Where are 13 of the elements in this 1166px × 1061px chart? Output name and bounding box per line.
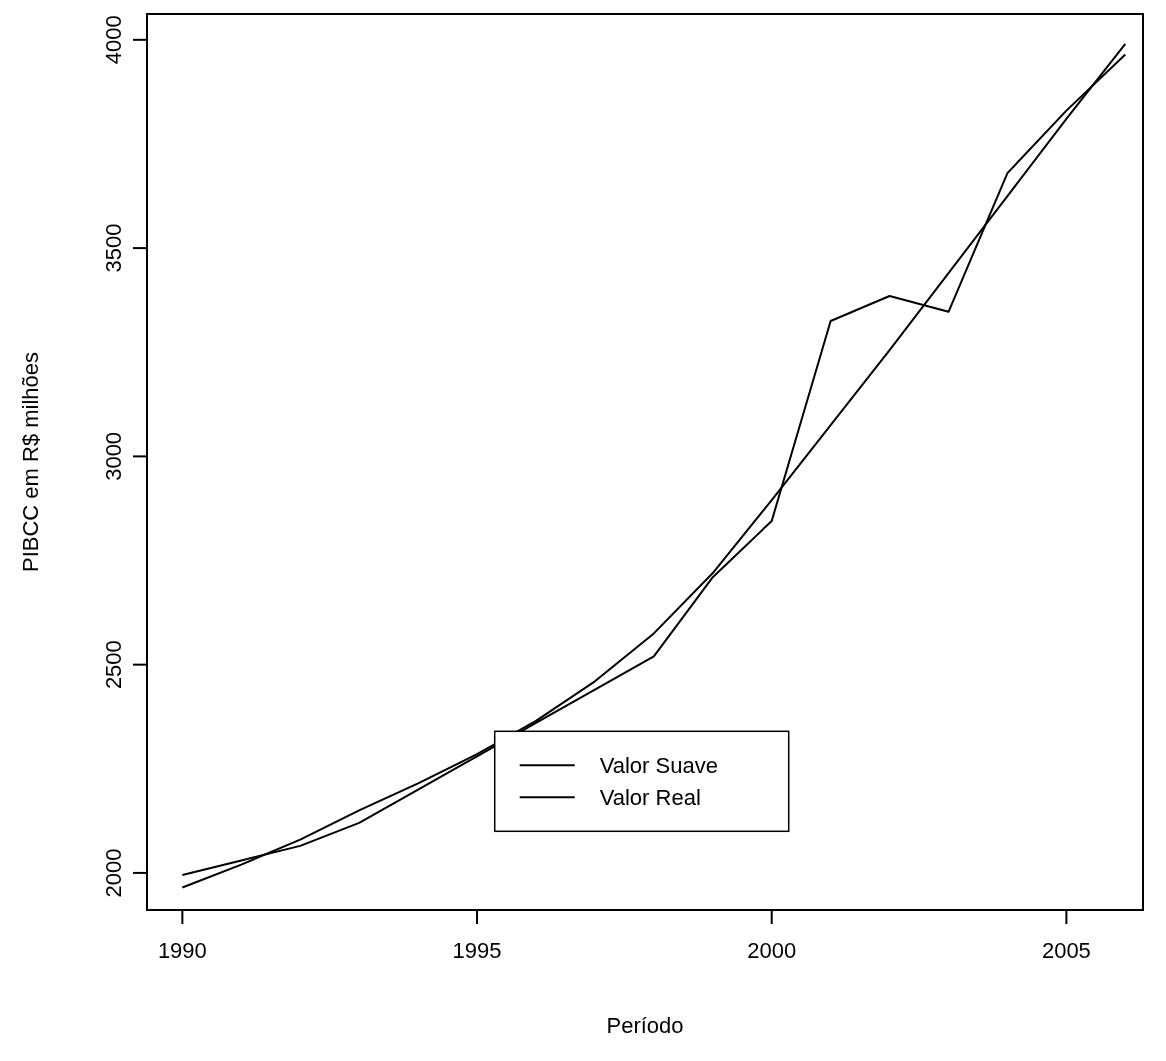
- legend-label: Valor Suave: [599, 753, 718, 779]
- y-tick-label: 2000: [101, 848, 126, 898]
- y-axis-title: PIBCC em R$ milhões: [18, 351, 43, 573]
- y-tick-label: 2500: [101, 640, 126, 690]
- x-tick-label: 1995: [452, 938, 502, 963]
- x-tick-label: 1990: [157, 938, 207, 963]
- y-tick-label: 3000: [101, 431, 126, 481]
- x-tick-label: 2005: [1041, 938, 1091, 963]
- y-tick-label: 4000: [101, 15, 126, 65]
- x-axis-title: Período: [606, 1013, 684, 1038]
- legend-label: Valor Real: [599, 785, 701, 811]
- y-tick-label: 3500: [101, 223, 126, 273]
- x-tick-label: 2000: [747, 938, 797, 963]
